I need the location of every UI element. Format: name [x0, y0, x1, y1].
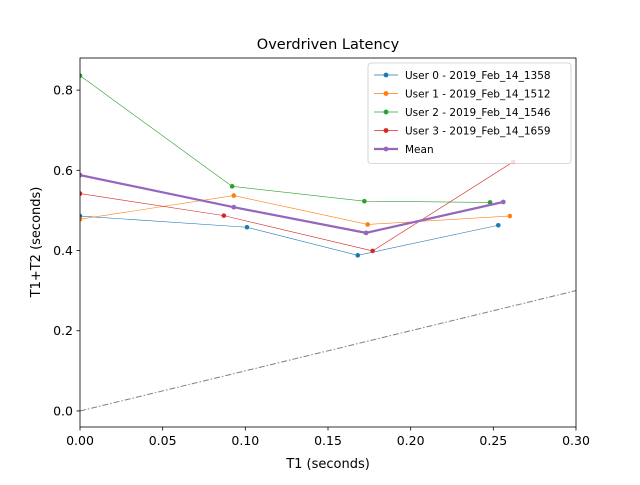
- legend-label: User 3 - 2019_Feb_14_1659: [405, 126, 551, 138]
- series-1-point: [80, 216, 83, 222]
- series-0-point: [355, 253, 361, 258]
- x-tick-label: 0.25: [479, 433, 507, 448]
- chart-title: Overdriven Latency: [257, 37, 400, 53]
- series-4-point: [80, 172, 83, 178]
- legend-marker: [383, 146, 389, 152]
- legend-marker: [383, 91, 389, 96]
- series-line-3: [80, 161, 514, 252]
- series-1-point: [231, 193, 237, 198]
- y-tick-label: 0.8: [53, 83, 73, 98]
- x-tick-label: 0.05: [149, 433, 177, 448]
- y-tick-label: 0.0: [53, 403, 73, 418]
- series-2-point: [362, 198, 367, 204]
- series-3-point: [80, 191, 83, 196]
- legend-marker: [383, 72, 389, 78]
- series-3-point: [370, 248, 375, 254]
- y-tick-label: 0.4: [53, 243, 73, 258]
- legend-marker: [383, 109, 389, 115]
- legend-label: User 1 - 2019_Feb_14_1512: [405, 89, 551, 101]
- legend-label: Mean: [405, 144, 434, 156]
- series-0-point: [495, 222, 501, 228]
- legend-label: User 0 - 2019_Feb_14_1358: [405, 70, 551, 82]
- legend-box: [367, 62, 572, 164]
- x-tick-label: 0.10: [231, 433, 259, 448]
- series-1-point: [365, 222, 370, 227]
- data-layer: [80, 73, 576, 412]
- y-tick-label: 0.6: [53, 163, 73, 178]
- series-4-point: [231, 204, 237, 210]
- x-tick-label: 0.00: [66, 433, 94, 448]
- plot-area: [80, 73, 576, 412]
- series-line-1: [80, 195, 510, 225]
- y-axis-label: T1+T2 (seconds): [29, 187, 44, 299]
- series-line-0: [80, 215, 499, 256]
- y-tick-label: 0.2: [53, 323, 73, 338]
- x-tick-label: 0.20: [397, 433, 425, 448]
- series-2-point: [487, 200, 493, 205]
- series-line-4: [80, 174, 504, 234]
- series-0-point: [244, 224, 250, 230]
- legend: User 0 - 2019_Feb_14_1358 User 1 - 2019_F…: [367, 62, 572, 164]
- series-2-point: [229, 184, 235, 189]
- series-3-point: [221, 213, 227, 218]
- axes: 0.00 0.05 0.10 0.15 0.20 0.25 0.30 0.0 0.2 0.4 0.6…: [53, 57, 590, 448]
- legend-label: User 2 - 2019_Feb_14_1546: [405, 107, 551, 119]
- x-tick-label: 0.15: [314, 433, 342, 448]
- series-4-point: [363, 230, 369, 236]
- series-line-2: [80, 75, 491, 203]
- series-1-point: [507, 213, 513, 219]
- x-axis-label: T1 (seconds): [285, 457, 370, 472]
- legend-marker: [383, 128, 389, 133]
- reference-line: [80, 290, 576, 412]
- series-2-point: [80, 73, 83, 78]
- series-4-point: [500, 199, 506, 205]
- x-tick-label: 0.30: [562, 433, 590, 448]
